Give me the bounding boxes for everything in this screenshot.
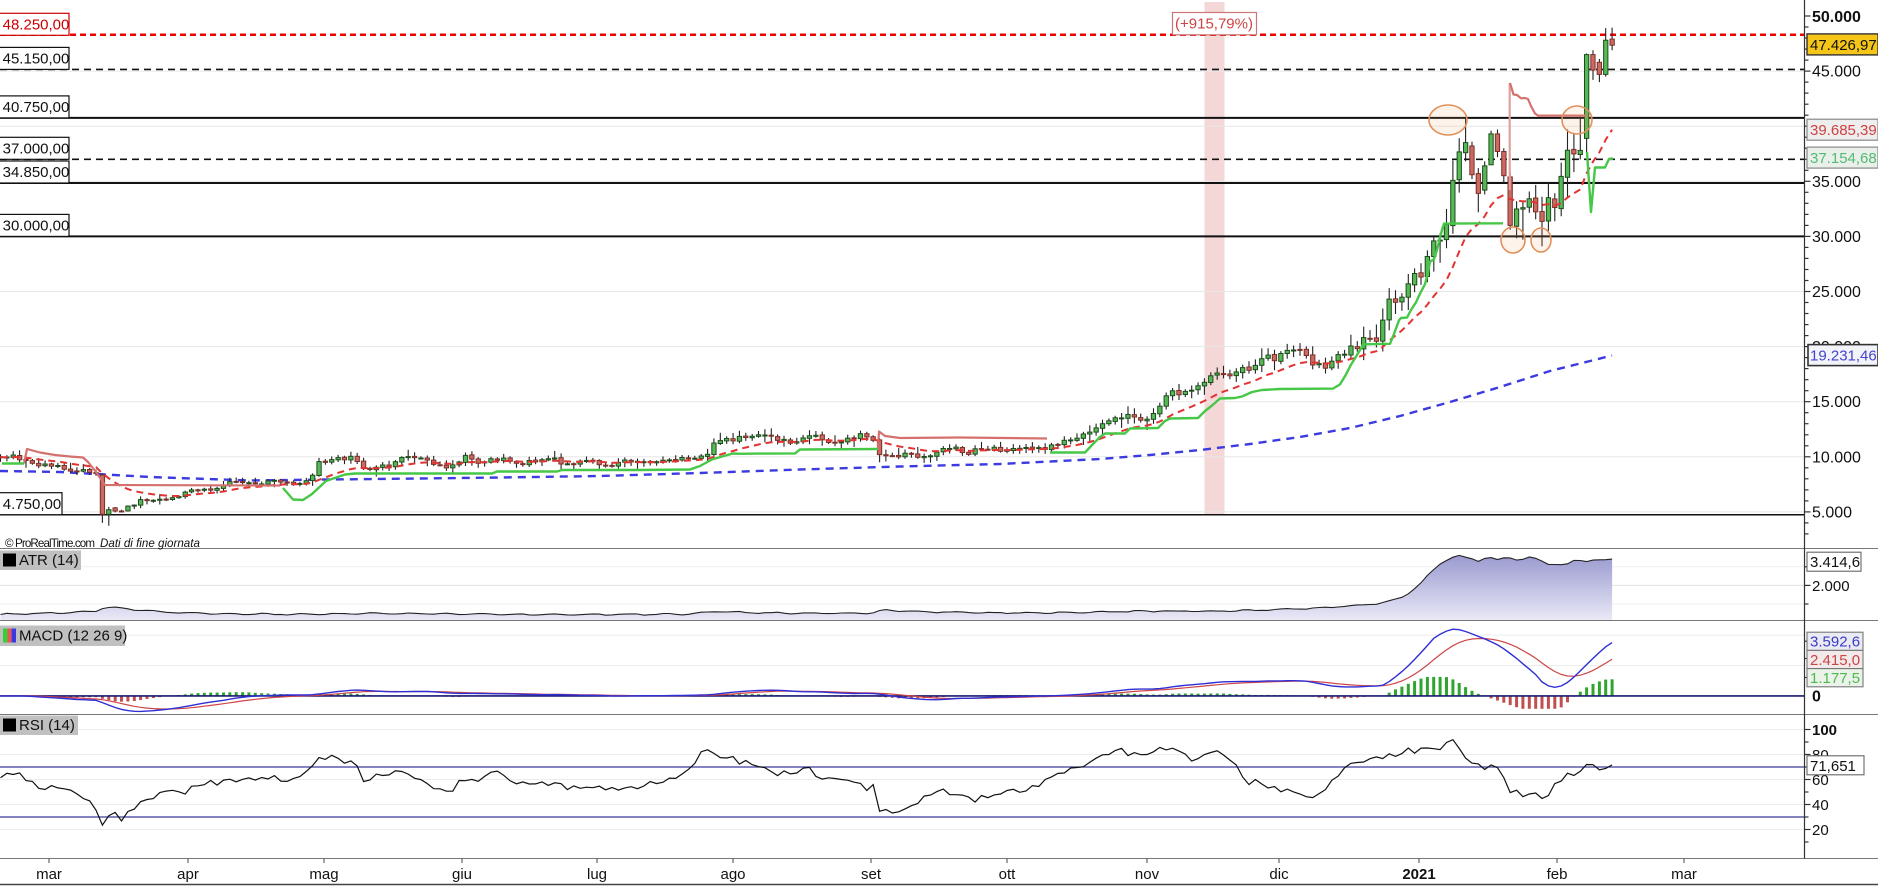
svg-text:2.000: 2.000	[1812, 578, 1850, 595]
svg-text:0: 0	[1812, 688, 1821, 705]
svg-text:mar: mar	[1671, 866, 1697, 883]
svg-text:15.000: 15.000	[1812, 394, 1861, 411]
svg-text:19.231,46: 19.231,46	[1810, 348, 1877, 365]
svg-text:71,651: 71,651	[1810, 758, 1856, 775]
svg-text:ATR (14): ATR (14)	[19, 552, 79, 569]
svg-text:10.000: 10.000	[1812, 449, 1861, 466]
svg-text:30.000: 30.000	[1812, 229, 1861, 246]
svg-text:100: 100	[1812, 722, 1837, 739]
svg-text:(+915,79%): (+915,79%)	[1175, 16, 1253, 33]
svg-text:5.000: 5.000	[1812, 504, 1852, 521]
svg-text:25.000: 25.000	[1812, 284, 1861, 301]
svg-text:50.000: 50.000	[1812, 9, 1861, 26]
svg-text:45.000: 45.000	[1812, 64, 1861, 81]
svg-text:apr: apr	[177, 866, 199, 883]
svg-text:48.250,00: 48.250,00	[3, 17, 70, 34]
svg-text:dic: dic	[1269, 866, 1289, 883]
svg-text:MACD (12 26 9): MACD (12 26 9)	[19, 628, 127, 645]
svg-text:giu: giu	[452, 866, 472, 883]
svg-text:30.000,00: 30.000,00	[3, 218, 70, 235]
svg-text:47.426,97: 47.426,97	[1810, 37, 1877, 54]
svg-text:mag: mag	[309, 866, 338, 883]
svg-text:4.750,00: 4.750,00	[3, 496, 61, 513]
svg-text:35.000: 35.000	[1812, 174, 1861, 191]
svg-text:45.150,00: 45.150,00	[3, 51, 70, 68]
svg-text:feb: feb	[1547, 866, 1568, 883]
svg-text:ott: ott	[999, 866, 1017, 883]
svg-text:40: 40	[1812, 797, 1829, 814]
svg-text:39.685,39: 39.685,39	[1810, 122, 1877, 139]
svg-text:20: 20	[1812, 822, 1829, 839]
svg-text:lug: lug	[587, 866, 607, 883]
svg-text:37.000,00: 37.000,00	[3, 141, 70, 158]
svg-text:nov: nov	[1135, 866, 1160, 883]
svg-text:1.177,5: 1.177,5	[1810, 670, 1860, 687]
svg-text:Dati di fine giornata: Dati di fine giornata	[100, 537, 200, 550]
svg-text:set: set	[861, 866, 882, 883]
svg-text:40.750,00: 40.750,00	[3, 99, 70, 116]
svg-text:© ProRealTime.com: © ProRealTime.com	[5, 537, 95, 550]
svg-text:2.415,0: 2.415,0	[1810, 652, 1860, 669]
svg-text:2021: 2021	[1402, 866, 1435, 883]
svg-text:ago: ago	[720, 866, 745, 883]
svg-text:RSI (14): RSI (14)	[19, 717, 75, 734]
svg-text:37.154,68: 37.154,68	[1810, 150, 1877, 167]
svg-text:mar: mar	[36, 866, 62, 883]
svg-text:3.414,6: 3.414,6	[1810, 554, 1860, 571]
svg-text:3.592,6: 3.592,6	[1810, 634, 1860, 651]
svg-text:34.850,00: 34.850,00	[3, 164, 70, 181]
